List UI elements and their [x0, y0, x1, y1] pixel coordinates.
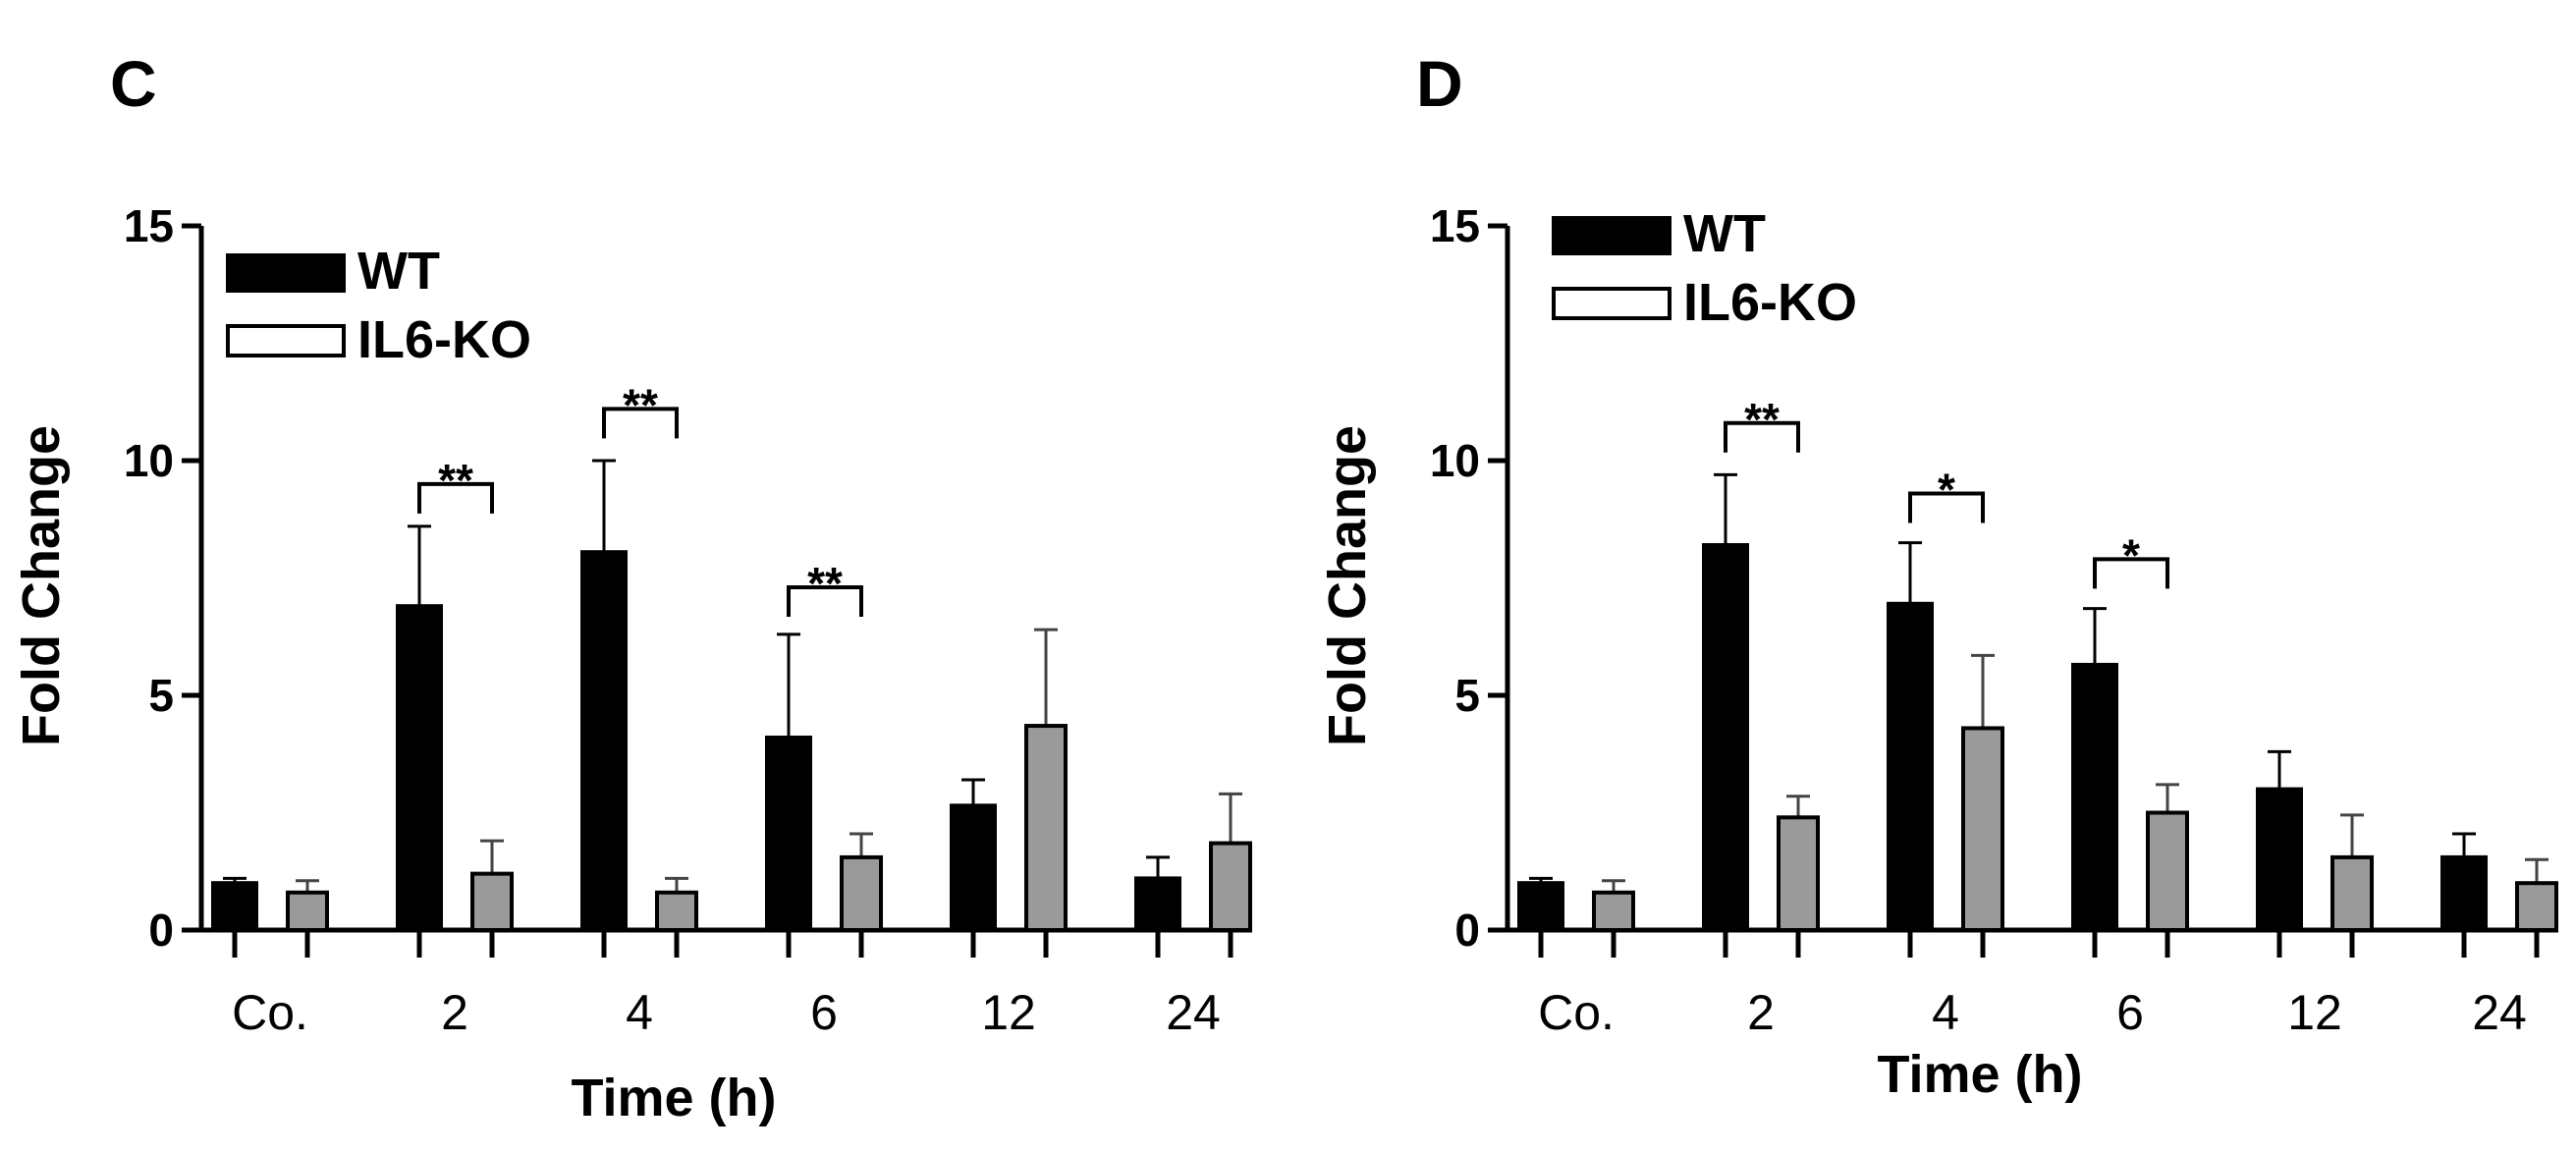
x-tick-label: 6	[2116, 985, 2144, 1040]
wt-bar	[1517, 881, 1564, 933]
x-tick-label: 12	[981, 985, 1036, 1040]
wt-bar	[1702, 543, 1749, 932]
il6ko-bar	[286, 890, 329, 933]
il6ko-bar	[1592, 890, 1635, 933]
significance-bracket	[602, 407, 679, 439]
x-tick-label: 4	[1932, 985, 1959, 1040]
significance-label: *	[1938, 464, 1955, 515]
wt-bar	[211, 881, 258, 933]
y-axis-title: Fold Change	[1318, 425, 1377, 746]
il6ko-bar	[840, 854, 883, 932]
wt-bar	[2071, 662, 2118, 932]
y-tick-label: 10	[124, 435, 174, 486]
y-axis-title: Fold Change	[12, 425, 71, 746]
wt-bar	[580, 550, 628, 933]
significance-label: **	[438, 455, 473, 506]
legend-swatch-il6ko	[226, 324, 346, 357]
y-tick-label: 10	[1430, 435, 1480, 486]
legend-label-il6ko: IL6-KO	[1683, 273, 1857, 332]
y-tick-label: 0	[148, 905, 174, 956]
wt-bar	[2256, 787, 2303, 932]
significance-bracket	[2093, 557, 2169, 589]
x-tick-label: 4	[626, 985, 653, 1040]
x-axis-title: Time (h)	[571, 1069, 776, 1127]
significance-bracket	[1724, 420, 1800, 453]
il6ko-bar	[470, 871, 514, 933]
wt-bar	[2440, 854, 2488, 932]
il6ko-bar	[1777, 815, 1820, 933]
x-tick-label: 6	[810, 985, 838, 1040]
legend: WT IL6-KO	[226, 242, 531, 369]
il6ko-bar	[1209, 841, 1252, 933]
y-tick-label: 5	[148, 670, 174, 721]
legend-label-wt: WT	[1683, 204, 1766, 263]
il6ko-bar	[2330, 854, 2374, 932]
legend-label-il6ko: IL6-KO	[357, 310, 531, 369]
x-tick-label: 2	[441, 985, 468, 1040]
significance-bracket	[417, 481, 494, 514]
x-tick-label: 24	[2472, 985, 2527, 1040]
wt-bar	[1887, 601, 1934, 932]
panel-label: D	[1416, 47, 1463, 120]
il6ko-bar	[2515, 881, 2558, 933]
y-tick-label: 15	[124, 200, 174, 251]
legend-label-wt: WT	[357, 242, 440, 301]
il6ko-bar	[1961, 726, 2004, 933]
y-tick-label: 0	[1454, 905, 1480, 956]
wt-bar	[396, 604, 443, 932]
il6ko-bar	[2146, 810, 2189, 932]
y-tick-label: 5	[1454, 670, 1480, 721]
legend-swatch-wt	[1552, 216, 1672, 255]
wt-bar	[1134, 876, 1181, 932]
il6ko-bar	[1024, 724, 1068, 932]
significance-label: *	[2122, 529, 2140, 580]
legend-swatch-wt	[226, 253, 346, 293]
x-tick-label: 24	[1166, 985, 1221, 1040]
wt-bar	[765, 736, 812, 933]
x-tick-label: 12	[2287, 985, 2342, 1040]
wt-bar	[950, 803, 997, 933]
significance-bracket	[787, 585, 863, 618]
y-tick-label: 15	[1430, 200, 1480, 251]
x-tick-label: Co.	[1538, 985, 1615, 1040]
significance-label: **	[807, 558, 843, 609]
significance-label: **	[623, 379, 658, 430]
x-tick-label: 2	[1747, 985, 1775, 1040]
significance-label: **	[1744, 394, 1780, 445]
x-tick-label: Co.	[232, 985, 308, 1040]
panel-label: C	[110, 47, 157, 120]
legend-swatch-il6ko	[1552, 287, 1672, 320]
il6ko-bar	[655, 890, 698, 933]
significance-bracket	[1908, 491, 1985, 523]
x-axis-title: Time (h)	[1877, 1045, 2082, 1104]
legend: WT IL6-KO	[1552, 204, 1857, 332]
